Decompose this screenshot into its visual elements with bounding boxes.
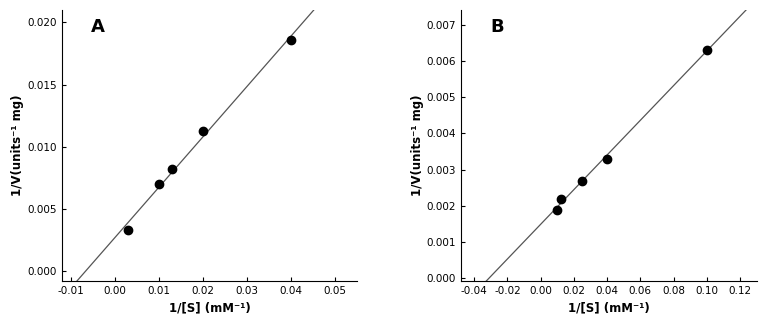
Y-axis label: 1/V(units⁻¹ mg): 1/V(units⁻¹ mg): [411, 95, 424, 196]
Text: A: A: [91, 18, 105, 36]
X-axis label: 1/[S] (mM⁻¹): 1/[S] (mM⁻¹): [169, 302, 250, 315]
Text: B: B: [490, 18, 504, 36]
Y-axis label: 1/V(units⁻¹ mg): 1/V(units⁻¹ mg): [12, 95, 25, 196]
X-axis label: 1/[S] (mM⁻¹): 1/[S] (mM⁻¹): [568, 302, 649, 315]
